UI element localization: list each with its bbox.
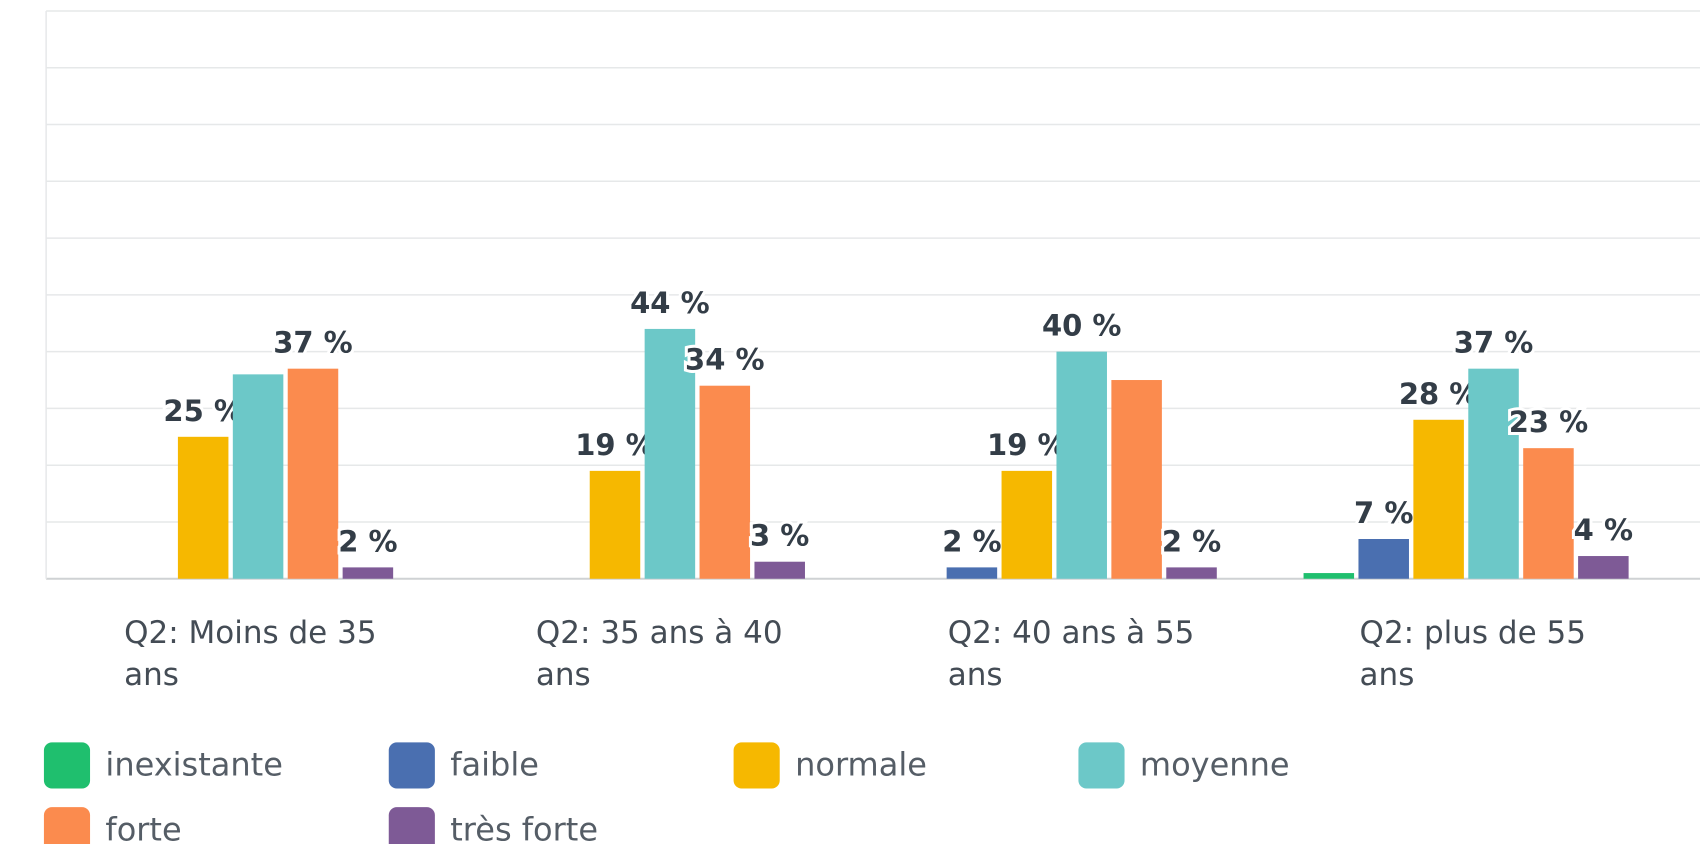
bar — [177, 436, 229, 579]
legend-label: inexistante — [105, 746, 282, 784]
bar — [232, 374, 284, 579]
data-label: 2 % — [338, 524, 397, 558]
x-tick-label: Q2: 35 ans à 40 ans — [535, 614, 783, 693]
data-label: 44 % — [630, 286, 710, 320]
data-label: 23 % — [1509, 405, 1589, 439]
bar — [699, 385, 751, 579]
bar — [1303, 573, 1355, 579]
x-tick-label: Q2: Moins de 35 ans — [124, 614, 377, 693]
legend-swatch — [388, 742, 435, 789]
legend-label: forte — [105, 810, 181, 844]
legend-label: normale — [795, 746, 927, 784]
bar — [1578, 556, 1629, 579]
bar — [287, 368, 339, 579]
data-label: 34 % — [685, 343, 765, 377]
legend-label: faible — [450, 746, 539, 784]
legend-swatch — [43, 807, 91, 844]
data-label: 37 % — [1454, 326, 1534, 360]
x-tick-label: Q2: 40 ans à 55 ans — [947, 614, 1195, 693]
data-label: 28 % — [1399, 377, 1479, 411]
bar — [1358, 539, 1409, 579]
data-label: 2 % — [1162, 524, 1221, 558]
x-tick-label: Q2: plus de 55 ans — [1359, 614, 1586, 693]
legend-label: moyenne — [1140, 746, 1290, 784]
bar — [946, 567, 998, 579]
data-label: 2 % — [942, 524, 1001, 558]
bar — [754, 561, 805, 579]
legend-label: très forte — [450, 810, 598, 844]
legend-swatch — [388, 807, 435, 844]
data-label: 3 % — [750, 519, 809, 553]
bar — [1523, 448, 1574, 579]
data-label: 4 % — [1574, 513, 1633, 547]
bar — [342, 567, 394, 579]
data-label: 19 % — [987, 428, 1067, 462]
bar — [644, 328, 696, 579]
data-label: 37 % — [273, 326, 353, 360]
bar — [1056, 351, 1107, 579]
bar — [1001, 470, 1053, 579]
legend-swatch — [733, 742, 780, 789]
bar — [1111, 380, 1162, 579]
data-label: 19 % — [575, 428, 655, 462]
legend-swatch — [43, 742, 91, 789]
legend-swatch — [1078, 742, 1125, 789]
data-label: 25 % — [163, 394, 243, 428]
bar — [1413, 419, 1464, 579]
data-label: 7 % — [1354, 496, 1413, 530]
bar — [1166, 567, 1217, 579]
bar — [1468, 368, 1519, 579]
data-label: 40 % — [1042, 309, 1122, 343]
bar — [589, 470, 641, 579]
